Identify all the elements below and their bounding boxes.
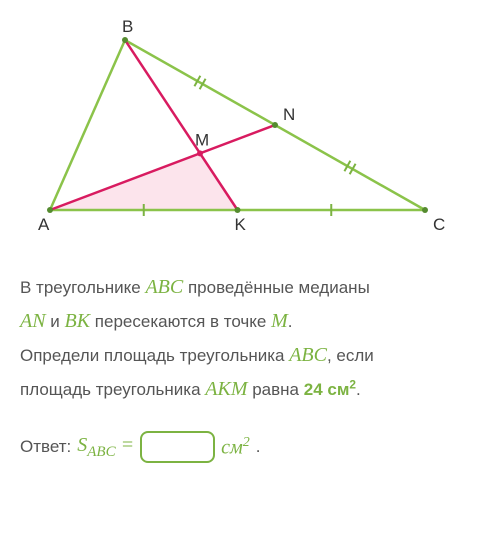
svg-text:M: M bbox=[195, 130, 209, 149]
math-abc: ABC bbox=[145, 276, 183, 298]
svg-text:A: A bbox=[38, 215, 50, 234]
math-bk: BK bbox=[65, 310, 91, 332]
svg-text:K: K bbox=[235, 215, 247, 234]
value: 24 см2 bbox=[304, 380, 356, 399]
text: . bbox=[288, 312, 293, 331]
svg-text:B: B bbox=[122, 20, 133, 36]
text: равна bbox=[248, 380, 304, 399]
geometry-diagram: A B C K N M bbox=[20, 20, 480, 250]
math-abc2: ABC bbox=[289, 344, 327, 366]
answer-line: Ответ: SABC = см2 . bbox=[20, 431, 480, 463]
answer-unit: см2 bbox=[221, 435, 250, 460]
text: Определи площадь треугольника bbox=[20, 346, 289, 365]
svg-text:N: N bbox=[283, 105, 295, 124]
math-m: M bbox=[271, 310, 288, 332]
text: . bbox=[256, 437, 261, 457]
svg-text:C: C bbox=[433, 215, 445, 234]
text: . bbox=[356, 380, 361, 399]
problem-text: В треугольнике ABC проведённые медианы A… bbox=[20, 270, 480, 406]
answer-symbol: SABC = bbox=[77, 434, 134, 461]
math-akm: AKM bbox=[205, 378, 247, 400]
text: проведённые медианы bbox=[183, 278, 370, 297]
text: В треугольнике bbox=[20, 278, 145, 297]
answer-input[interactable] bbox=[140, 431, 215, 463]
text: и bbox=[46, 312, 65, 331]
answer-label: Ответ: bbox=[20, 437, 71, 457]
math-an: AN bbox=[20, 310, 46, 332]
text: пересекаются в точке bbox=[90, 312, 271, 331]
text: площадь треугольника bbox=[20, 380, 205, 399]
text: , если bbox=[327, 346, 374, 365]
